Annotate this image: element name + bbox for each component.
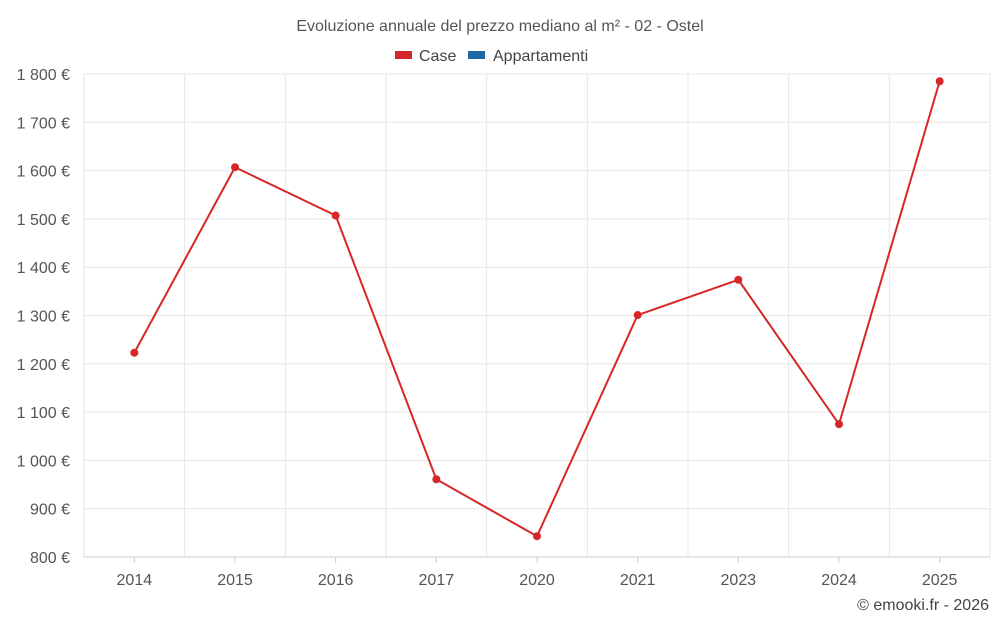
y-tick-label: 1 700 €: [17, 115, 70, 132]
y-tick-label: 1 600 €: [17, 164, 70, 181]
legend-label-case: Case: [419, 48, 456, 65]
data-point-case[interactable]: [130, 348, 139, 357]
x-tick-label: 2021: [620, 572, 656, 589]
legend: Case Appartamenti: [395, 48, 588, 65]
y-tick-label: 1 200 €: [17, 357, 70, 374]
data-point-case[interactable]: [331, 211, 340, 220]
x-tick-label: 2023: [721, 572, 757, 589]
y-tick-label: 1 800 €: [17, 67, 70, 84]
series-layer: [130, 77, 944, 541]
data-point-case[interactable]: [734, 275, 743, 284]
data-point-case[interactable]: [633, 311, 642, 320]
x-tick-label: 2024: [821, 572, 857, 589]
legend-swatch-appartamenti: [468, 51, 485, 59]
data-point-case[interactable]: [835, 420, 843, 429]
data-point-case[interactable]: [533, 532, 541, 541]
chart-title: Evoluzione annuale del prezzo mediano al…: [296, 18, 703, 35]
y-tick-label: 900 €: [30, 502, 70, 519]
x-axis: 2014 2015 2016 2017 2020 2021 2023 2024 2025: [84, 556, 990, 589]
x-tick-label: 2014: [117, 572, 153, 589]
x-tick-label: 2017: [419, 572, 455, 589]
grid-lines: [83, 73, 991, 558]
series-line-case: [133, 80, 941, 538]
x-tick-label: 2016: [318, 572, 354, 589]
legend-item-appartamenti[interactable]: Appartamenti: [468, 48, 588, 65]
legend-label-appartamenti: Appartamenti: [493, 48, 588, 65]
y-tick-label: 1 400 €: [17, 260, 70, 277]
y-tick-label: 1 100 €: [17, 405, 70, 422]
x-tick-label: 2020: [519, 572, 555, 589]
y-tick-label: 800 €: [30, 550, 70, 567]
y-tick-label: 1 500 €: [17, 212, 70, 229]
legend-item-case[interactable]: Case: [395, 48, 456, 65]
data-point-case[interactable]: [935, 77, 944, 86]
x-tick-label: 2015: [217, 572, 253, 589]
data-point-case[interactable]: [432, 475, 441, 484]
x-tick-label: 2025: [922, 572, 958, 589]
legend-swatch-case: [395, 51, 412, 59]
y-tick-label: 1 000 €: [17, 453, 70, 470]
credit-text: © emooki.fr - 2026: [857, 597, 989, 614]
y-tick-label: 1 300 €: [17, 309, 70, 326]
y-axis: 800 € 900 € 1 000 € 1 100 € 1 200 € 1 300 € 1 …: [17, 67, 70, 567]
data-point-case[interactable]: [231, 163, 239, 172]
